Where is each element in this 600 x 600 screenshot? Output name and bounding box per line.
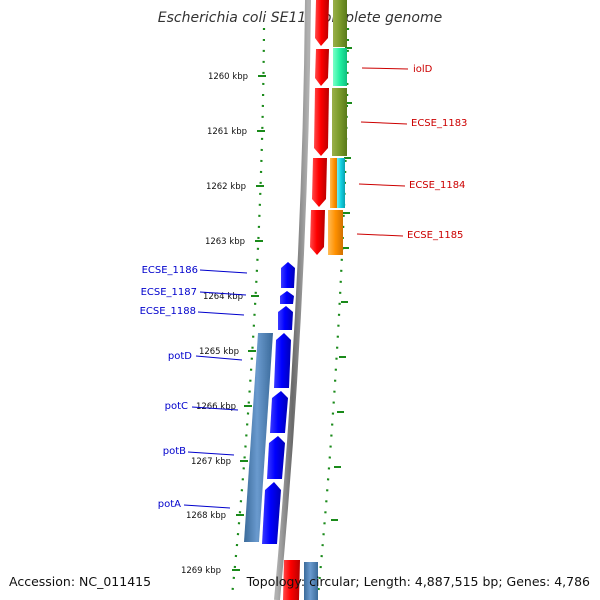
gene-label[interactable]: iolD — [413, 64, 433, 75]
gene-label[interactable]: potA — [158, 499, 181, 510]
gene-arrow-potA[interactable] — [262, 482, 281, 544]
minus-label-leaders — [183, 269, 248, 509]
scale-tick-labels: 1260 kbp 1261 kbp 1262 kbp 1263 kbp 1264… — [181, 72, 248, 576]
feature-block[interactable] — [304, 562, 318, 600]
gene-label[interactable]: ECSE_1188 — [140, 306, 196, 317]
feature-block-iolD[interactable] — [333, 48, 347, 86]
gene-arrow[interactable] — [312, 158, 327, 207]
tick-label: 1260 kbp — [208, 72, 248, 82]
tick-label: 1265 kbp — [199, 347, 239, 357]
genome-title: Escherichia coli SE11, complete genome — [157, 10, 443, 26]
feature-block-ecse-1184b[interactable] — [337, 158, 345, 208]
feature-block-ecse-1185[interactable] — [328, 210, 343, 255]
tick-label: 1263 kbp — [205, 237, 245, 247]
tick-label: 1267 kbp — [191, 457, 231, 467]
scale-ticks-right — [331, 47, 352, 521]
feature-block-ecse-1184a[interactable] — [330, 158, 338, 208]
tick-label: 1269 kbp — [181, 566, 221, 576]
gene-arrow[interactable] — [314, 88, 329, 156]
genome-backbone — [274, 0, 311, 600]
gene-arrow[interactable] — [315, 0, 329, 46]
feature-block-ecse-1183[interactable] — [332, 88, 347, 156]
minus-gene-labels: ECSE_1186 ECSE_1187 ECSE_1188 potD potC … — [140, 265, 198, 510]
gene-arrow[interactable] — [310, 210, 325, 255]
gene-label[interactable]: ECSE_1185 — [407, 230, 463, 241]
operon-block-pot[interactable] — [244, 333, 273, 542]
gene-label[interactable]: potC — [165, 401, 188, 412]
plus-strand-cds — [283, 0, 329, 600]
minus-strand-cds — [262, 262, 295, 544]
gene-arrow-potC[interactable] — [270, 391, 288, 433]
gene-label[interactable]: potB — [163, 446, 186, 457]
gene-arrow-ecse-1188[interactable] — [278, 306, 293, 330]
gene-arrow[interactable] — [283, 560, 300, 600]
gene-label[interactable]: ECSE_1186 — [142, 265, 198, 276]
gene-arrow-potD[interactable] — [274, 333, 291, 388]
gene-arrow-ecse-1186[interactable] — [281, 262, 295, 288]
feature-block[interactable] — [333, 0, 347, 47]
tick-label: 1261 kbp — [207, 127, 247, 137]
gene-arrow-ecse-1187[interactable] — [280, 291, 294, 304]
gene-label[interactable]: potD — [168, 351, 192, 362]
scale-ticks-left — [232, 75, 266, 571]
gene-label[interactable]: ECSE_1183 — [411, 118, 467, 129]
gene-arrow-potB[interactable] — [267, 436, 285, 479]
gene-label[interactable]: ECSE_1187 — [141, 287, 197, 298]
tick-label: 1264 kbp — [203, 292, 243, 302]
tick-label: 1268 kbp — [186, 511, 226, 521]
plus-gene-labels: iolD ECSE_1183 ECSE_1184 ECSE_1185 — [407, 64, 467, 241]
plus-label-leaders — [356, 67, 409, 237]
tick-label: 1266 kbp — [196, 402, 236, 412]
accession-label: Accession: NC_011415 — [9, 574, 152, 589]
gene-arrow[interactable] — [315, 49, 329, 86]
gene-label[interactable]: ECSE_1184 — [409, 180, 465, 191]
plus-strand-features — [304, 0, 347, 600]
tick-label: 1262 kbp — [206, 182, 246, 192]
topology-label: Topology: circular; Length: 4,887,515 bp… — [246, 574, 590, 589]
